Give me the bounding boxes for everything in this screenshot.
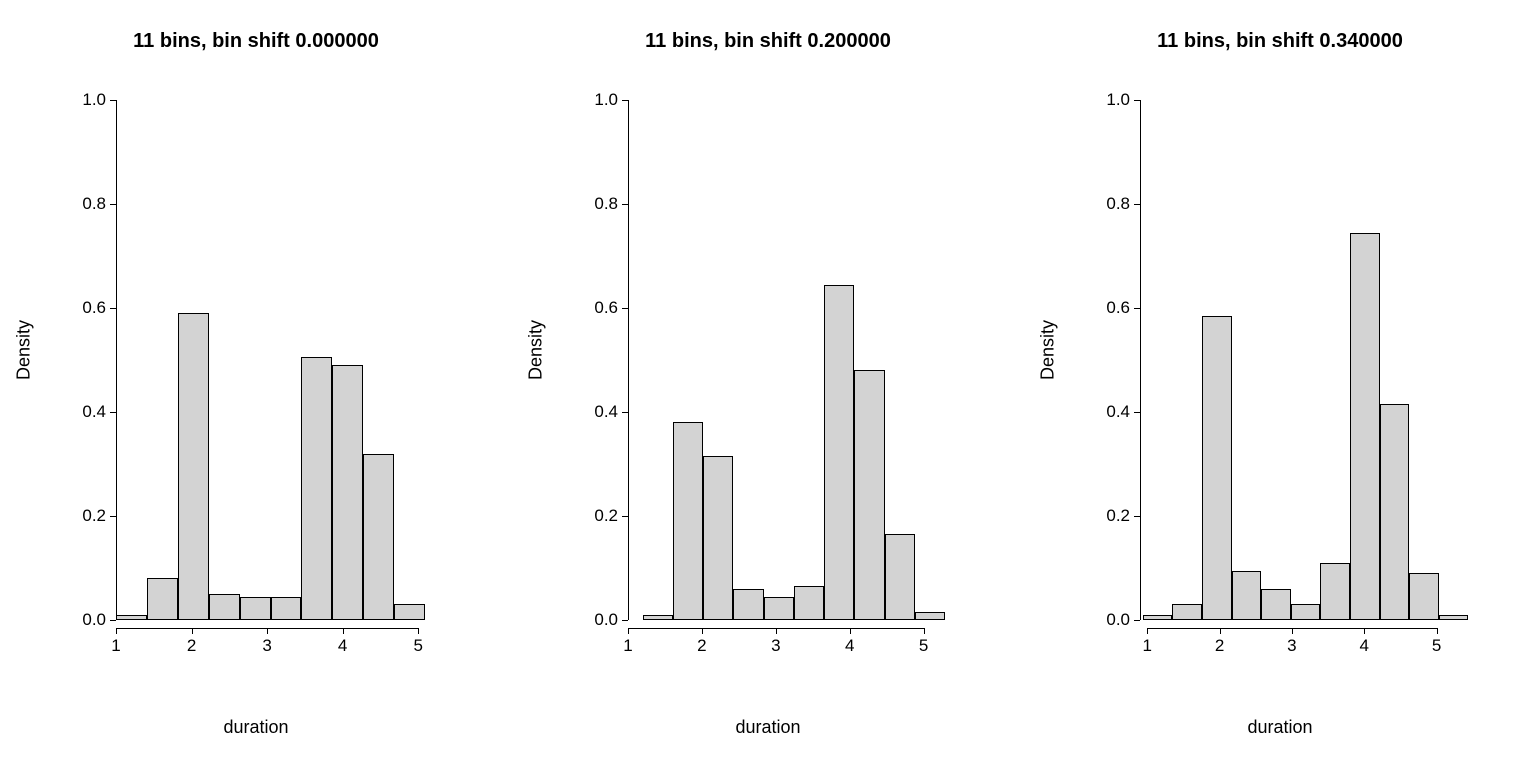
x-tick-label: 3 xyxy=(771,636,780,656)
x-tick-label: 3 xyxy=(1287,636,1296,656)
y-axis-label: Density xyxy=(14,320,35,380)
histogram-bar xyxy=(147,578,178,620)
histogram-bar xyxy=(1202,316,1232,620)
y-tick-label: 0.0 xyxy=(578,610,618,630)
y-tick-label: 0.8 xyxy=(66,194,106,214)
panel-title: 11 bins, bin shift 0.200000 xyxy=(528,30,1008,53)
panel-title: 11 bins, bin shift 0.340000 xyxy=(1040,30,1520,53)
y-tick-label: 0.2 xyxy=(66,506,106,526)
histogram-bar xyxy=(764,597,794,620)
histogram-bar xyxy=(1409,573,1439,620)
histogram-bar xyxy=(363,454,394,620)
x-tick-label: 2 xyxy=(1215,636,1224,656)
y-tick-label: 0.6 xyxy=(66,298,106,318)
y-tick-label: 0.8 xyxy=(578,194,618,214)
x-tick-label: 5 xyxy=(919,636,928,656)
histogram-bar xyxy=(1143,615,1173,620)
x-tick-label: 2 xyxy=(697,636,706,656)
panel-title: 11 bins, bin shift 0.000000 xyxy=(16,30,496,53)
histogram-bar xyxy=(209,594,240,620)
y-tick-label: 0.6 xyxy=(578,298,618,318)
plot-area-2: 0.00.20.40.60.81.012345 xyxy=(1140,100,1480,620)
x-tick-label: 4 xyxy=(338,636,347,656)
x-tick-label: 1 xyxy=(623,636,632,656)
histogram-bar xyxy=(824,285,854,620)
histogram-bar xyxy=(1350,233,1380,620)
histogram-bar xyxy=(1439,615,1469,620)
x-tick-label: 4 xyxy=(1360,636,1369,656)
histogram-bar xyxy=(915,612,945,620)
histogram-bar xyxy=(301,357,332,620)
histogram-bar xyxy=(794,586,824,620)
histogram-bar xyxy=(1172,604,1202,620)
y-tick-label: 0.0 xyxy=(1090,610,1130,630)
histogram-bar xyxy=(673,422,703,620)
x-axis-label: duration xyxy=(16,717,496,738)
y-tick-label: 0.4 xyxy=(1090,402,1130,422)
histogram-bar xyxy=(271,597,302,620)
y-tick-label: 0.2 xyxy=(578,506,618,526)
x-tick-label: 5 xyxy=(1432,636,1441,656)
histogram-panel-0: 11 bins, bin shift 0.000000 Density dura… xyxy=(16,0,496,768)
x-tick-label: 5 xyxy=(413,636,422,656)
histogram-bar xyxy=(1232,571,1262,620)
y-tick-label: 0.8 xyxy=(1090,194,1130,214)
plot-area-1: 0.00.20.40.60.81.012345 xyxy=(628,100,968,620)
y-tick-label: 0.4 xyxy=(66,402,106,422)
histogram-bar xyxy=(643,615,673,620)
histogram-bar xyxy=(1291,604,1321,620)
x-tick-label: 4 xyxy=(845,636,854,656)
y-axis-label: Density xyxy=(1038,320,1059,380)
histogram-bar xyxy=(116,615,147,620)
histogram-bar xyxy=(1380,404,1410,620)
y-tick-label: 0.2 xyxy=(1090,506,1130,526)
histogram-bar xyxy=(1320,563,1350,620)
x-tick-label: 3 xyxy=(262,636,271,656)
y-tick-label: 0.4 xyxy=(578,402,618,422)
x-axis-label: duration xyxy=(528,717,1008,738)
y-tick-label: 1.0 xyxy=(578,90,618,110)
y-tick-label: 0.0 xyxy=(66,610,106,630)
y-tick-label: 1.0 xyxy=(66,90,106,110)
histogram-bar xyxy=(394,604,425,620)
histogram-bar xyxy=(885,534,915,620)
histogram-bar xyxy=(703,456,733,620)
y-tick-label: 1.0 xyxy=(1090,90,1130,110)
histogram-bar xyxy=(240,597,271,620)
histogram-bar xyxy=(1261,589,1291,620)
y-axis-label: Density xyxy=(526,320,547,380)
histogram-panel-1: 11 bins, bin shift 0.200000 Density dura… xyxy=(528,0,1008,768)
histogram-bar xyxy=(332,365,363,620)
x-tick-label: 2 xyxy=(187,636,196,656)
x-tick-label: 1 xyxy=(111,636,120,656)
histogram-bar xyxy=(178,313,209,620)
plot-area-0: 0.00.20.40.60.81.012345 xyxy=(116,100,456,620)
histogram-panel-2: 11 bins, bin shift 0.340000 Density dura… xyxy=(1040,0,1520,768)
x-axis-label: duration xyxy=(1040,717,1520,738)
y-tick-label: 0.6 xyxy=(1090,298,1130,318)
histogram-bar xyxy=(854,370,884,620)
x-tick-label: 1 xyxy=(1142,636,1151,656)
histogram-bar xyxy=(733,589,763,620)
